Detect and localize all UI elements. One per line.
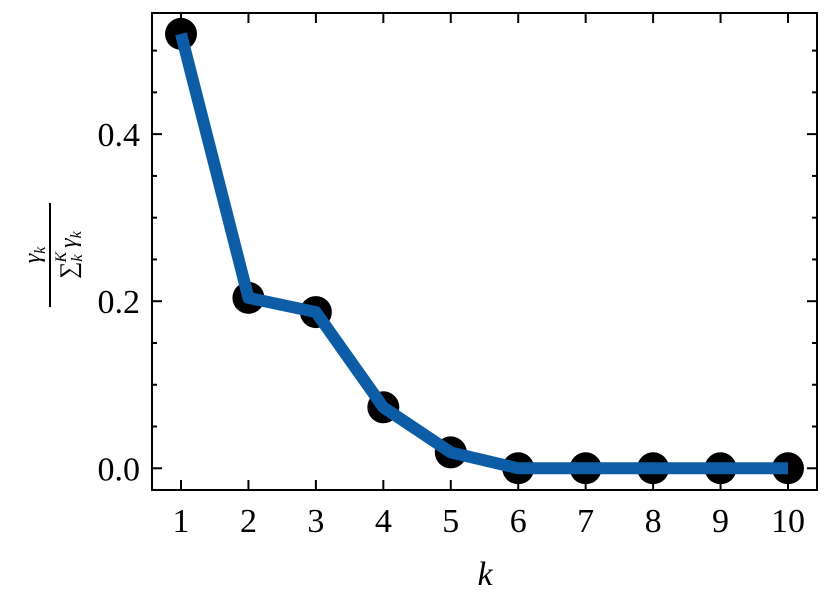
x-tick-label: 9: [712, 503, 729, 540]
y-label-denominator: ∑kKγk: [53, 230, 86, 278]
x-tick-label: 2: [240, 503, 257, 540]
y-label-tail: γ: [56, 238, 82, 248]
y-tick-label: 0.2: [98, 284, 141, 321]
x-axis-label: k: [477, 556, 493, 593]
x-tick-label: 6: [510, 503, 527, 540]
y-label-tail-sub: k: [68, 230, 85, 238]
y-label-numerator: γk: [20, 246, 49, 263]
plot-frame: [151, 12, 818, 491]
y-label-num-base: γ: [20, 253, 46, 263]
y-tick-label: 0.0: [98, 451, 141, 488]
y-label-sum-sub: k: [69, 254, 86, 262]
y-axis-label: γk ∑kKγk: [20, 203, 86, 307]
x-tick-label: 1: [173, 503, 190, 540]
x-tick-label: 3: [307, 503, 324, 540]
x-tick-label: 8: [645, 503, 662, 540]
y-label-sum: ∑: [56, 262, 82, 279]
x-tick-label: 4: [375, 503, 392, 540]
x-tick-label: 7: [577, 503, 594, 540]
y-label-sum-sup: K: [53, 251, 70, 264]
series-line: [175, 32, 788, 475]
x-tick-label: 5: [442, 503, 459, 540]
y-label-num-sub: k: [32, 246, 49, 254]
x-tick-label: 10: [771, 503, 805, 540]
y-tick-label: 0.4: [98, 117, 141, 154]
